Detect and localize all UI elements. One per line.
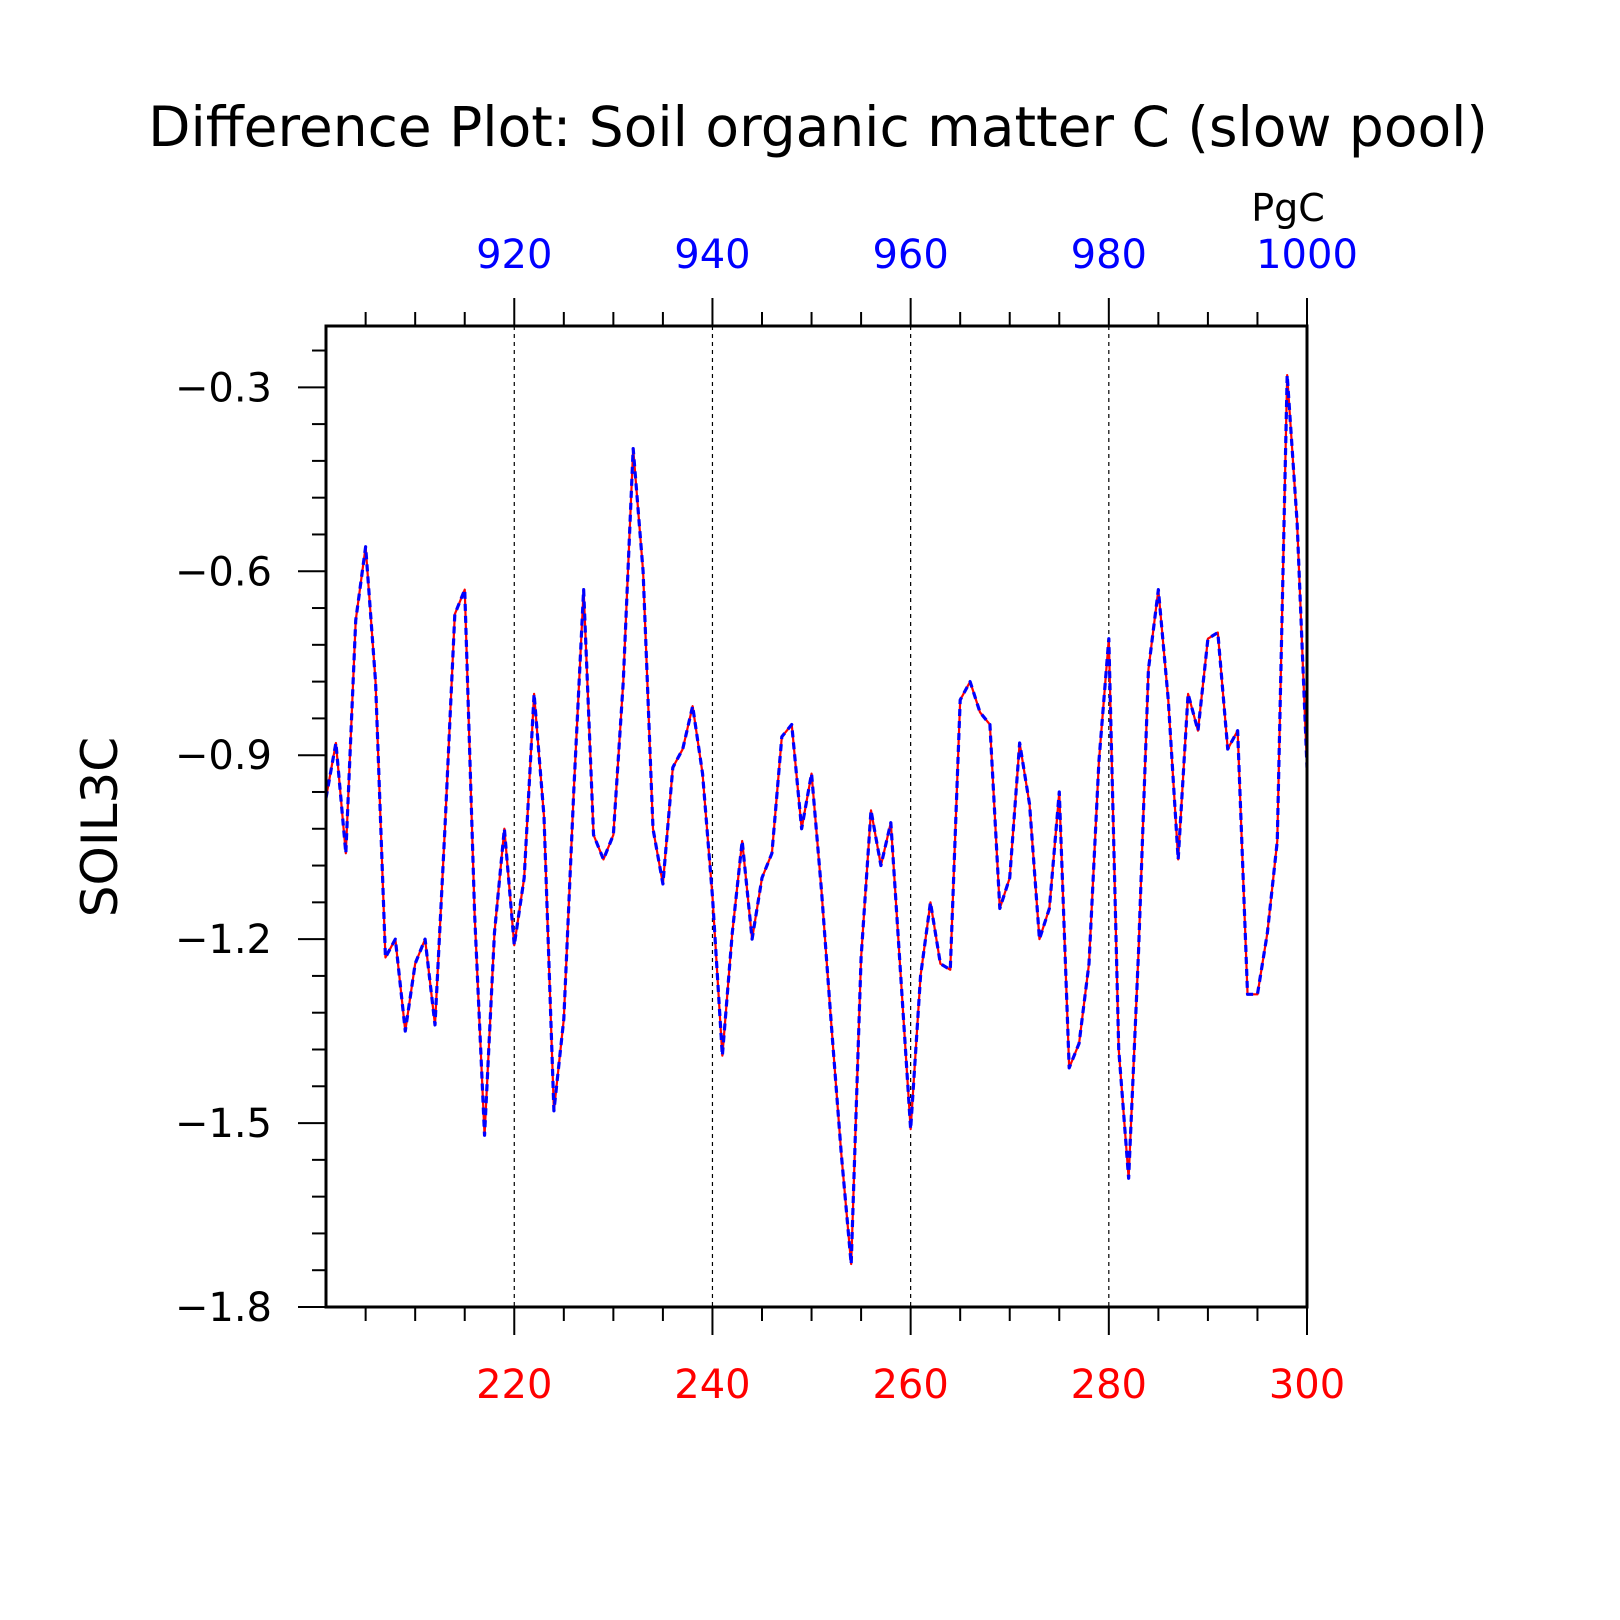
x-top-tick-label: 980	[1071, 232, 1147, 278]
y-tick-label: −0.9	[175, 733, 272, 779]
x-top-tick-label: 920	[476, 232, 552, 278]
x-bottom-tick-label: 260	[872, 1362, 948, 1408]
x-top-tick-label: 1000	[1256, 232, 1358, 278]
units-label: PgC	[1251, 186, 1325, 230]
y-tick-label: −1.8	[175, 1285, 272, 1331]
y-tick-label: −1.2	[175, 917, 272, 963]
axes-layer: −0.3 −0.6 −0.9 −1.2 −1.5 −1.8 220 240 260 280 300 9…	[175, 232, 1358, 1408]
grid-layer	[513, 326, 1110, 1307]
y-axis-label: SOIL3C	[71, 737, 129, 917]
y-tick-label: −0.3	[175, 365, 272, 411]
x-bottom-tick-label: 280	[1071, 1362, 1147, 1408]
x-bottom-tick-label: 220	[476, 1362, 552, 1408]
x-bottom-tick-label: 240	[674, 1362, 750, 1408]
y-tick-label: −0.6	[175, 549, 272, 595]
x-top-tick-label: 940	[674, 232, 750, 278]
plot-frame	[324, 324, 1309, 1309]
x-bottom-tick-label: 300	[1269, 1362, 1345, 1408]
series-line-1	[326, 373, 1307, 1266]
series-layer	[326, 373, 1307, 1266]
x-top-tick-label: 960	[872, 232, 948, 278]
series-line-2	[326, 373, 1307, 1266]
chart-title: Difference Plot: Soil organic matter C (…	[148, 95, 1488, 159]
y-tick-label: −1.5	[175, 1101, 272, 1147]
